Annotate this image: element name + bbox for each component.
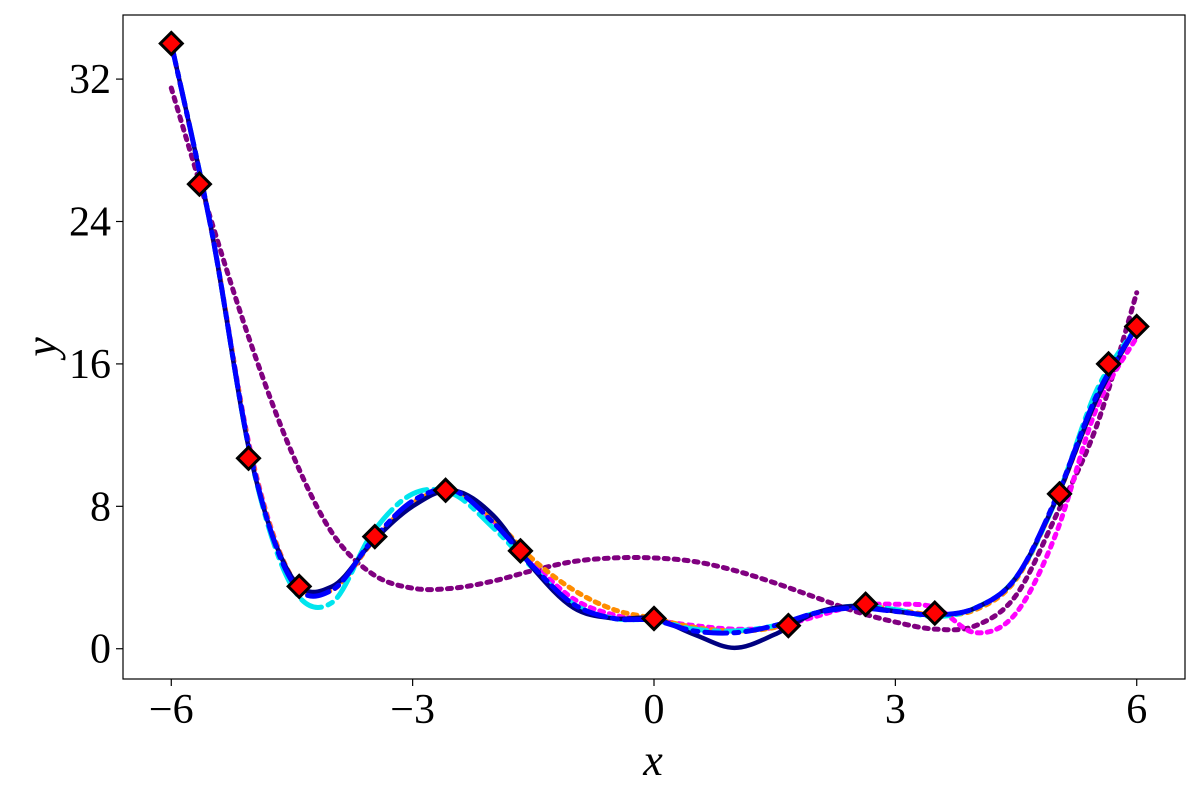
data-point [852,591,879,618]
plot-frame [122,14,1186,680]
data-point [235,445,262,472]
x-tick-label: −6 [149,687,194,733]
x-tick-label: 0 [644,687,665,733]
data-point [640,605,668,632]
data-point [361,523,388,550]
y-tick-label: 32 [69,57,111,103]
data-point [186,170,213,198]
data-point [158,30,185,57]
data-point [1123,313,1150,340]
x-axis-label: x [642,736,663,785]
data-point [286,573,313,600]
y-tick-label: 16 [69,342,111,388]
x-tick-label: 3 [885,687,906,733]
series-line [168,40,1140,636]
data-point [432,477,459,504]
y-tick-label: 0 [90,627,111,673]
data-point [507,537,534,564]
data-point [1046,480,1073,507]
x-tick-label: 6 [1126,687,1147,733]
x-tick-label: −3 [390,687,435,733]
y-tick-label: 8 [90,484,111,530]
data-point [921,600,948,627]
data-point [1095,350,1122,378]
y-tick-label: 24 [69,199,111,245]
data-point [775,612,802,639]
y-axis-label: y [17,337,66,361]
series-line [168,85,1140,633]
